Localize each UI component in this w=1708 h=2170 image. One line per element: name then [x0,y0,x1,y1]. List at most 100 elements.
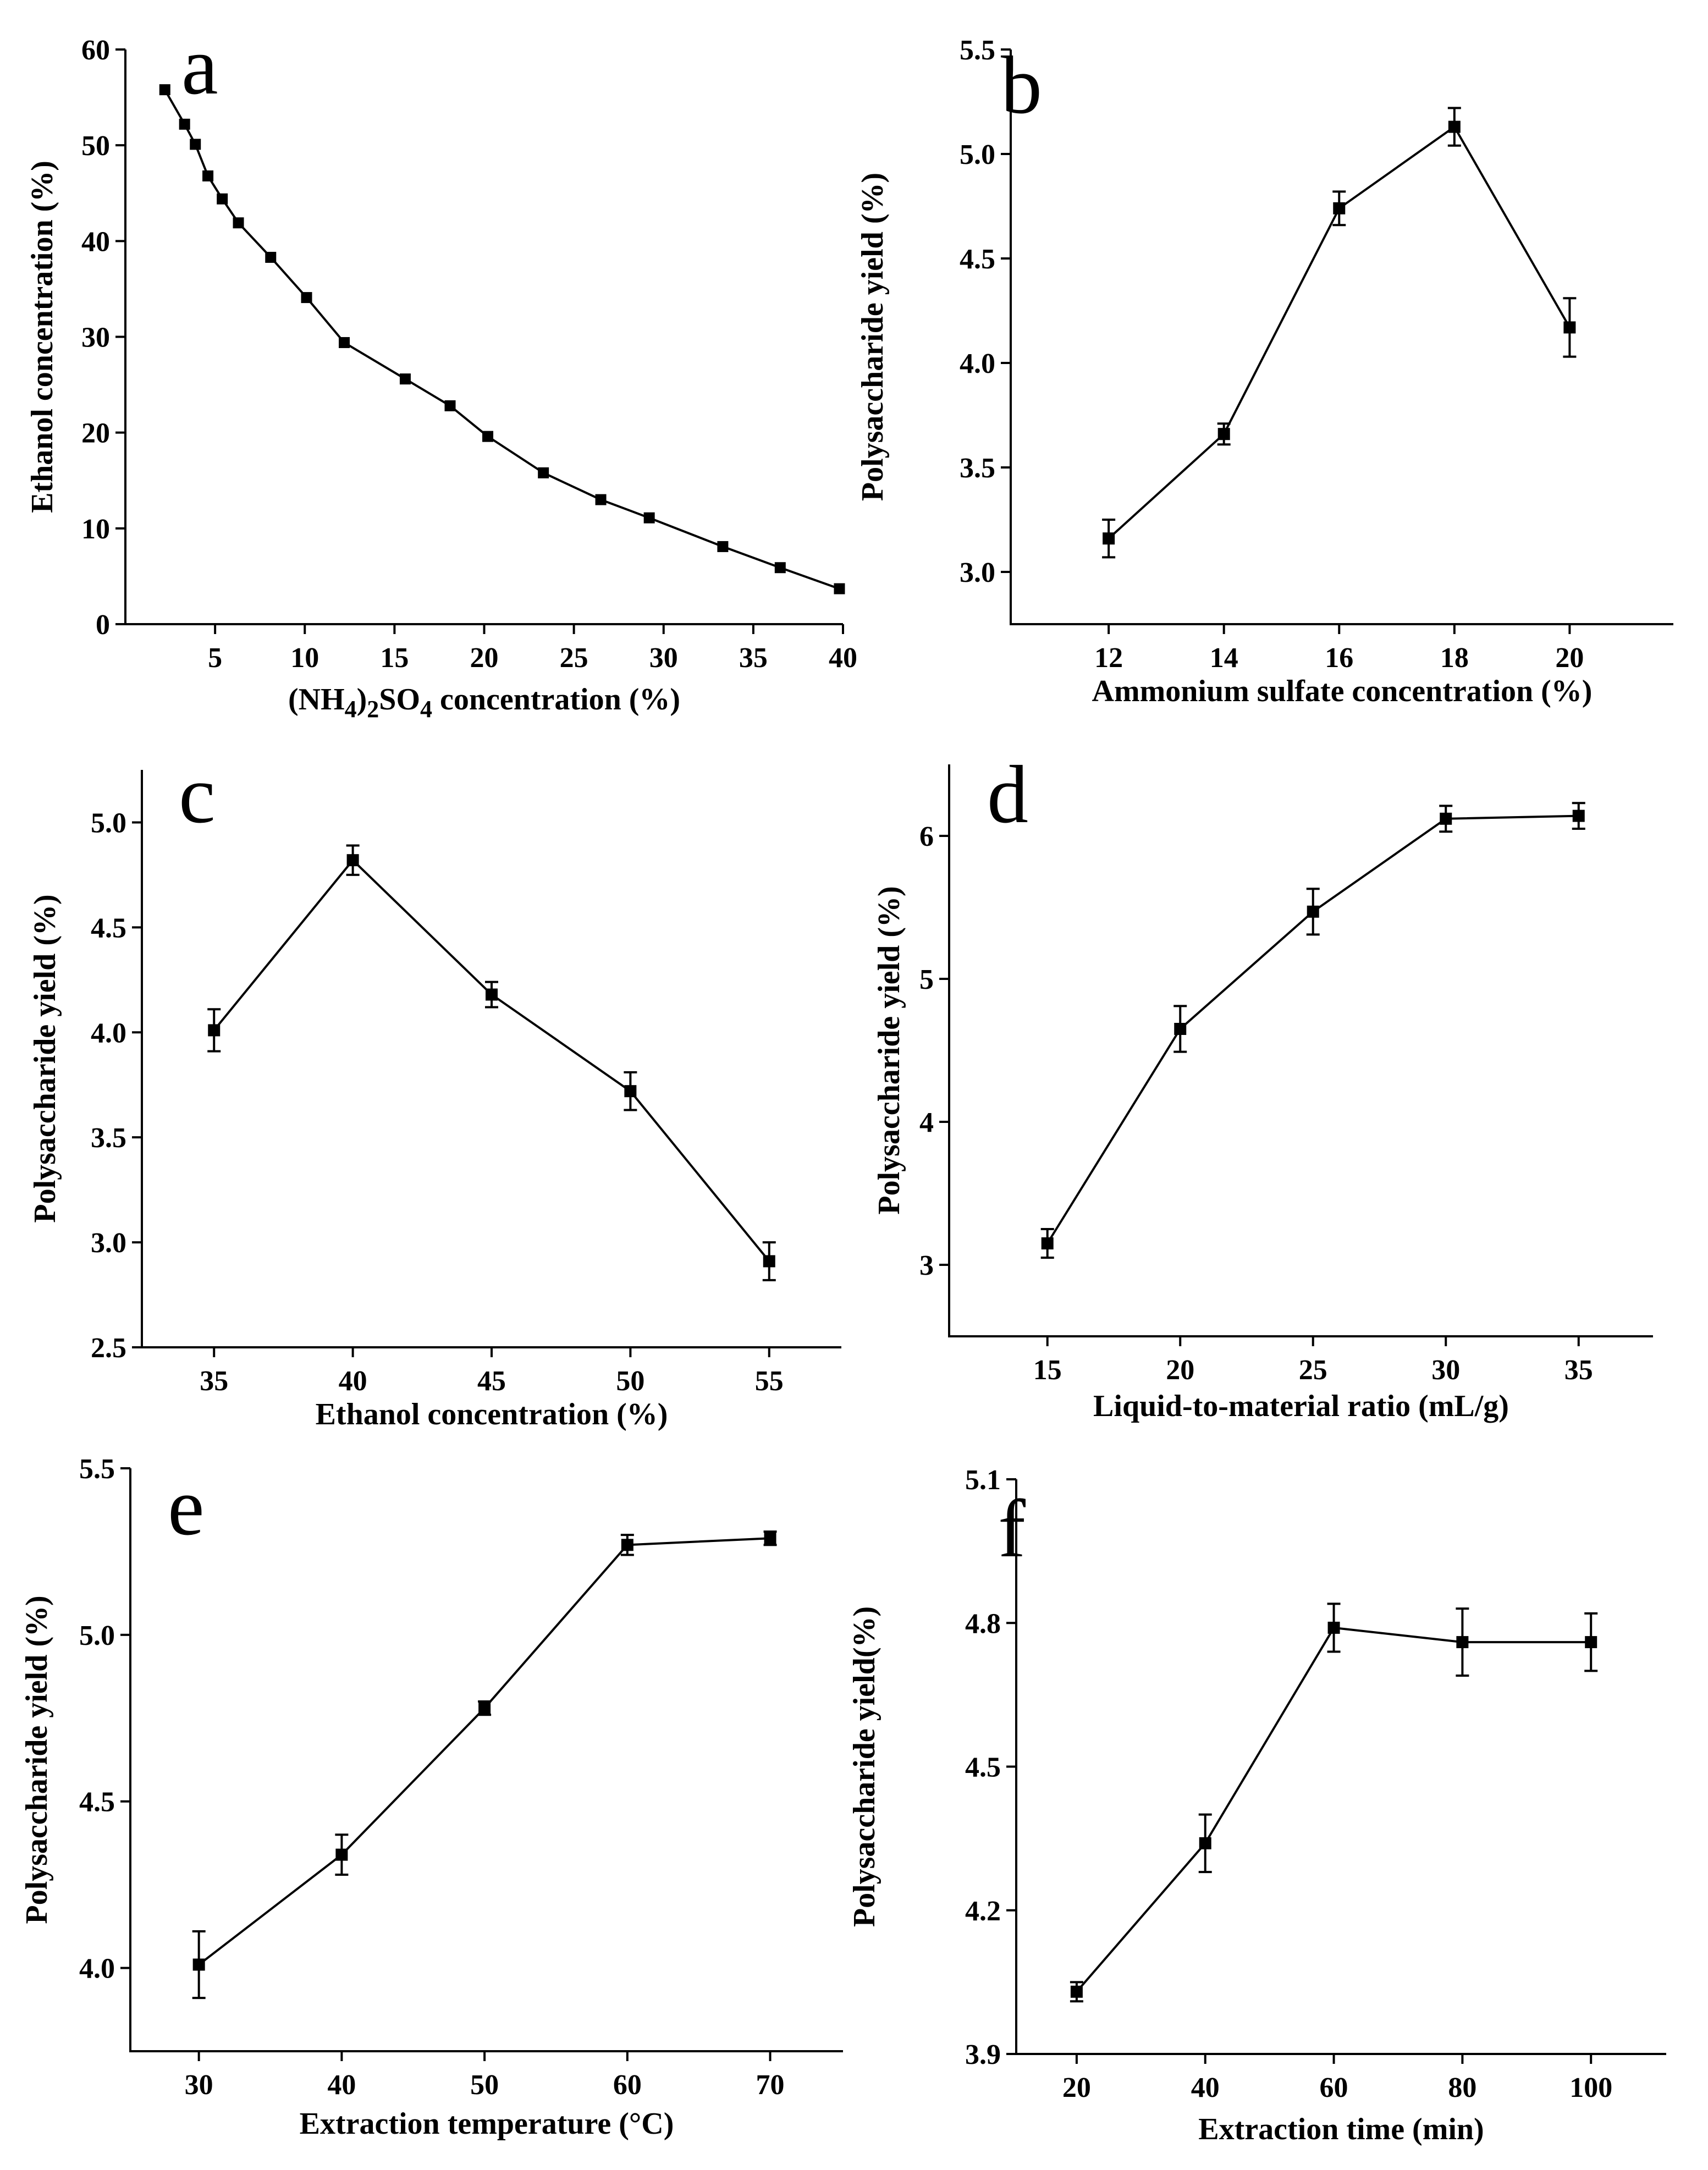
y-axis-title: Polysaccharide yield (%) [20,1595,54,1924]
data-point [1041,1237,1054,1249]
data-point [233,217,244,229]
panel-label: d [987,749,1028,840]
data-point [1563,321,1576,334]
x-axis-title: (NH4)2SO4 concentration (%) [288,682,680,723]
x-axis-title-part: concentration (%) [432,682,680,717]
y-tick-label: 6 [919,821,934,852]
data-point [265,251,277,263]
panel-label: e [168,1461,205,1552]
x-axis-title-subscript: 4 [345,696,357,723]
data-point [1103,532,1115,545]
y-axis-title: Polysaccharide yield (%) [28,894,62,1222]
data-point [624,1085,637,1098]
y-tick-label: 3 [919,1250,934,1281]
x-tick-label: 50 [616,1365,644,1397]
data-point [482,431,494,442]
y-tick-label: 3.5 [91,1122,126,1154]
x-tick-label: 20 [1062,2072,1091,2103]
panel-label: c [179,749,216,840]
y-tick-label: 3.9 [965,2039,1001,2070]
x-tick-label: 25 [560,642,588,674]
y-tick-label: 4.2 [965,1896,1001,1927]
data-point [478,1702,491,1715]
y-tick-label: 60 [81,35,110,66]
x-tick-label: 35 [200,1365,228,1397]
chart-panel-f: 3.9 4.2 4.5 4.8 5.1 20 40 60 80 100 Extraction tim… [847,1464,1666,2146]
y-tick-label: 5.5 [960,35,995,66]
data-point [621,1539,633,1551]
x-tick-label: 30 [1431,1354,1460,1386]
x-tick-label: 15 [380,642,409,674]
y-tick-label: 3.5 [960,453,995,484]
data-point [643,512,655,524]
data-point [202,170,214,181]
x-axis-title: Extraction temperature (°C) [300,2107,674,2141]
x-axis-title-part: ) [357,682,367,717]
y-tick-label: 4.0 [960,348,995,379]
chart-panel-e: 4.0 4.5 5.0 5.5 30 40 50 60 70 Extraction tempera… [20,1453,843,2141]
y-tick-label: 4.0 [79,1953,115,1985]
y-tick-label: 30 [81,322,110,354]
x-axis-title-part: SO [379,682,420,717]
chart-panel-c: 2.5 3.0 3.5 4.0 4.5 5.0 35 40 45 50 55 Ethanol conc… [28,749,841,1431]
y-tick-label: 4.5 [965,1752,1001,1783]
x-axis-title-part: (NH [288,682,345,717]
axis-lines [1010,49,1673,625]
axis-lines [129,1468,843,2052]
x-tick-label: 60 [1320,2072,1348,2103]
data-point [1585,1636,1597,1649]
y-axis-title: Polysaccharide yield(%) [847,1606,881,1927]
y-axis-title: Ethanol concentration (%) [25,161,59,513]
data-point [399,373,411,385]
data-point [538,467,549,478]
data-point [1448,120,1461,133]
data-point [1327,1621,1340,1634]
x-tick-label: 40 [829,642,857,674]
x-tick-label: 40 [339,1365,367,1397]
y-tick-label: 3.0 [960,557,995,588]
data-point [1199,1837,1211,1849]
data-point [764,1532,776,1545]
data-point [335,1848,348,1861]
x-tick-label: 60 [613,2069,642,2101]
data-point [444,400,456,411]
data-point [208,1024,221,1037]
y-tick-label: 2.5 [91,1332,126,1364]
x-tick-label: 5 [208,642,222,674]
panel-label: f [998,1483,1026,1574]
y-tick-label: 3.0 [91,1227,126,1259]
y-tick-label: 40 [81,226,110,257]
x-tick-label: 45 [477,1365,506,1397]
y-tick-label: 4.5 [79,1787,115,1818]
data-point [217,193,228,205]
y-axis-title: Polysaccharide yield (%) [856,173,890,501]
axis-lines [948,764,1653,1337]
data-point [1333,202,1346,214]
x-tick-label: 100 [1569,2072,1612,2103]
data-point [301,292,312,304]
y-tick-label: 50 [81,130,110,162]
x-tick-label: 18 [1440,642,1469,674]
x-axis-title: Extraction time (min) [1198,2112,1484,2146]
data-point [339,337,350,348]
x-tick-label: 15 [1033,1354,1062,1386]
y-tick-label: 5.0 [960,139,995,170]
x-tick-label: 55 [755,1365,784,1397]
data-point [834,583,845,594]
data-point [192,1958,205,1971]
y-tick-label: 5.0 [79,1620,115,1651]
data-point [1070,1985,1083,1998]
x-tick-label: 30 [649,642,678,674]
data-point [346,854,359,867]
x-tick-label: 14 [1210,642,1238,674]
x-axis-title: Liquid-to-material ratio (mL/g) [1093,1389,1509,1423]
x-tick-label: 20 [1555,642,1584,674]
y-tick-label: 5 [919,964,934,995]
data-point [190,139,201,150]
x-axis-title: Ammonium sulfate concentration (%) [1092,674,1593,708]
x-tick-label: 35 [1564,1354,1593,1386]
data-point [1572,809,1585,822]
panel-label: a [181,20,218,112]
